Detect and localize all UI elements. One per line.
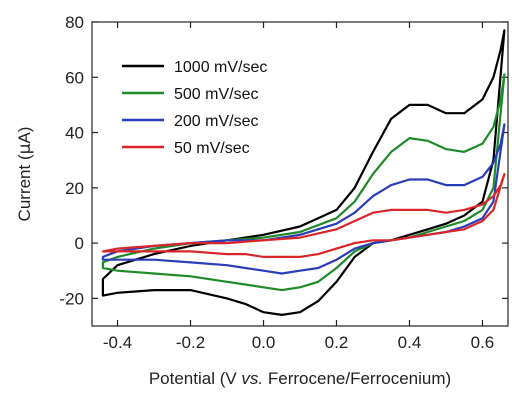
y-tick-label: 40 xyxy=(65,124,84,143)
x-tick-label: 0.6 xyxy=(471,333,495,352)
axis-tick-labels: -0.4 -0.2 0.0 0.2 0.4 0.6 -20 0 20 40 60 80 xyxy=(59,13,494,352)
plot-frame xyxy=(91,21,509,327)
x-tick-label: 0.2 xyxy=(325,333,349,352)
series-line-3 xyxy=(101,172,506,258)
legend-label-2: 200 mV/sec xyxy=(174,113,258,130)
series-line-2 xyxy=(101,123,506,275)
y-axis-title: Current (μA) xyxy=(15,127,35,222)
axis-ticks xyxy=(92,21,508,326)
y-tick-label: 20 xyxy=(65,179,84,198)
x-axis-title: Potential (V vs. Ferrocene/Ferrocenium) xyxy=(149,369,451,388)
legend-label-0: 1000 mV/sec xyxy=(174,59,267,76)
y-tick-label: 0 xyxy=(75,234,84,253)
series-line-1 xyxy=(101,73,506,292)
series-line-0 xyxy=(101,29,506,316)
legend-label-1: 500 mV/sec xyxy=(174,86,258,103)
x-tick-label: -0.4 xyxy=(103,333,132,352)
y-tick-label: 80 xyxy=(65,13,84,32)
x-tick-label: -0.2 xyxy=(176,333,205,352)
y-tick-label: 60 xyxy=(65,68,84,87)
legend: 1000 mV/sec 500 mV/sec 200 mV/sec 50 mV/sec xyxy=(122,59,267,157)
legend-label-3: 50 mV/sec xyxy=(174,140,250,157)
y-tick-label: -20 xyxy=(59,289,84,308)
x-tick-label: 0.0 xyxy=(252,333,276,352)
plot-curves xyxy=(101,29,506,316)
x-tick-label: 0.4 xyxy=(398,333,422,352)
